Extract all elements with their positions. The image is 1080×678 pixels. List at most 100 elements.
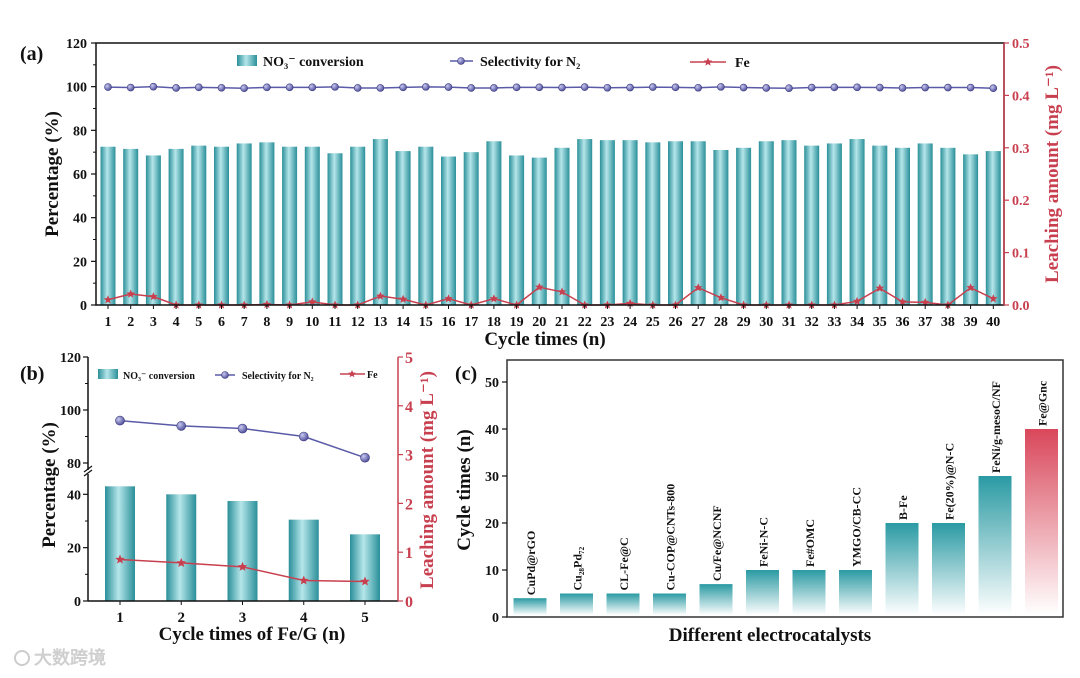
point-selectivity-a — [648, 83, 657, 91]
ytick-label-b: 40 — [67, 488, 81, 503]
xtick-label-a: 21 — [555, 315, 569, 330]
xtick-label-a: 4 — [173, 315, 180, 330]
point-selectivity-a — [467, 84, 476, 92]
legend-marker-fe-a — [703, 57, 713, 66]
bar-cycle-times-c — [606, 593, 640, 615]
legend-marker-selectivity-a — [457, 57, 465, 65]
y-axis-right-title-a: Leaching amount (mg L⁻¹) — [1042, 65, 1063, 283]
bar-conversion-a — [531, 157, 547, 305]
xtick-label-b: 5 — [361, 610, 369, 626]
xtick-label-a: 30 — [759, 315, 773, 330]
bar-conversion-a — [123, 148, 139, 305]
x-axis-title-c: Different electrocatalysts — [669, 625, 871, 646]
ytick-label-c: 50 — [485, 376, 499, 391]
bar-label-c: YMGO/CB-CC — [850, 487, 864, 567]
ytick-label-b: 80 — [67, 457, 81, 472]
line-selectivity-a — [107, 85, 994, 89]
point-fe-a — [103, 295, 113, 304]
ytick-right-label-a: 0.1 — [1012, 247, 1030, 262]
point-selectivity-a — [580, 83, 589, 91]
point-fe-a — [126, 289, 135, 298]
xtick-label-a: 11 — [328, 315, 341, 330]
point-selectivity-b — [176, 421, 187, 431]
point-fe-b — [115, 554, 125, 564]
legend-label-selectivity-b: Selectivity for N₂ — [242, 371, 314, 382]
point-selectivity-a — [217, 83, 226, 92]
point-fe-b — [299, 575, 309, 585]
legend-swatch-conversion-a — [237, 55, 257, 66]
bar-conversion-a — [895, 147, 910, 305]
legend-label-fe-a: Fe — [735, 56, 750, 71]
ytick-label-b: 0 — [74, 595, 81, 610]
point-fe-b — [237, 561, 248, 571]
point-selectivity-a — [308, 83, 317, 92]
ytick-label-b: 120 — [60, 351, 81, 366]
point-selectivity-a — [717, 83, 725, 91]
bar-conversion-b — [288, 519, 319, 601]
bar-conversion-a — [781, 140, 797, 305]
xtick-label-b: 2 — [178, 610, 186, 626]
xtick-label-a: 25 — [646, 315, 660, 330]
point-selectivity-a — [694, 83, 703, 92]
bar-cycle-times-c — [885, 523, 919, 615]
bar-conversion-a — [145, 155, 161, 305]
point-selectivity-a — [421, 83, 430, 91]
point-fe-a — [535, 282, 544, 291]
xtick-label-a: 14 — [396, 315, 410, 330]
xtick-label-a: 12 — [351, 315, 365, 330]
point-selectivity-a — [921, 83, 930, 92]
point-selectivity-a — [558, 83, 566, 92]
ytick-right-label-a: 0.0 — [1012, 299, 1030, 314]
bar-conversion-a — [418, 146, 434, 305]
ytick-label-b: 100 — [60, 404, 81, 419]
x-axis-title-a: Cycle times (n) — [484, 329, 605, 350]
bar-label-c: CL-Fe@C — [617, 537, 631, 590]
bar-cycle-times-c — [932, 523, 965, 615]
point-selectivity-a — [944, 83, 952, 92]
point-fe-a — [716, 293, 726, 302]
bar-label-c: FeNi-N-C — [757, 517, 771, 567]
xtick-label-a: 19 — [510, 315, 524, 330]
xtick-label-b: 3 — [239, 610, 247, 626]
point-selectivity-a — [399, 83, 407, 92]
point-selectivity-a — [966, 83, 975, 92]
point-selectivity-a — [830, 83, 839, 92]
point-selectivity-a — [195, 83, 203, 92]
point-fe-b — [360, 576, 370, 586]
xtick-label-a: 31 — [782, 315, 796, 330]
point-fe-a — [557, 287, 567, 296]
ytick-right-label-b: 1 — [405, 545, 413, 562]
xtick-label-a: 35 — [873, 315, 887, 330]
bar-label-c: Fe(20%)@N-C — [943, 443, 957, 520]
xtick-label-a: 40 — [986, 315, 1000, 330]
xtick-label-a: 26 — [669, 315, 683, 330]
bar-label-c: Cu/Fe@NCNF — [710, 505, 724, 581]
point-selectivity-a — [739, 83, 748, 92]
xtick-label-a: 24 — [623, 315, 637, 330]
point-fe-a — [875, 283, 885, 292]
legend-label-selectivity-a: Selectivity for N₂ — [480, 55, 580, 70]
bar-conversion-a — [985, 151, 1001, 305]
point-fe-a — [852, 296, 862, 305]
point-selectivity-a — [785, 84, 793, 92]
bar-conversion-a — [304, 146, 320, 305]
ytick-label-a: 60 — [73, 168, 87, 183]
bar-cycle-times-c — [792, 570, 826, 615]
ytick-right-label-b: 4 — [405, 399, 413, 416]
xtick-label-a: 16 — [442, 315, 456, 330]
point-selectivity-a — [172, 84, 180, 92]
legend-label-conversion-b: NO₃⁻ conversion — [123, 371, 195, 382]
point-fe-a — [262, 300, 272, 309]
point-fe-a — [376, 291, 385, 300]
point-selectivity-a — [512, 83, 521, 92]
ytick-label-a: 20 — [73, 255, 87, 270]
bar-conversion-a — [236, 143, 252, 305]
point-selectivity-a — [807, 83, 816, 92]
bar-conversion-a — [327, 153, 343, 305]
legend-marker-fe-b — [348, 370, 356, 378]
y-axis-title-b: Percentage (%) — [39, 422, 60, 548]
bar-label-c: Fe@Gnc — [1036, 380, 1050, 426]
bar-conversion-a — [100, 146, 116, 305]
bar-conversion-a — [736, 147, 752, 305]
ytick-right-label-a: 0.2 — [1012, 194, 1030, 209]
